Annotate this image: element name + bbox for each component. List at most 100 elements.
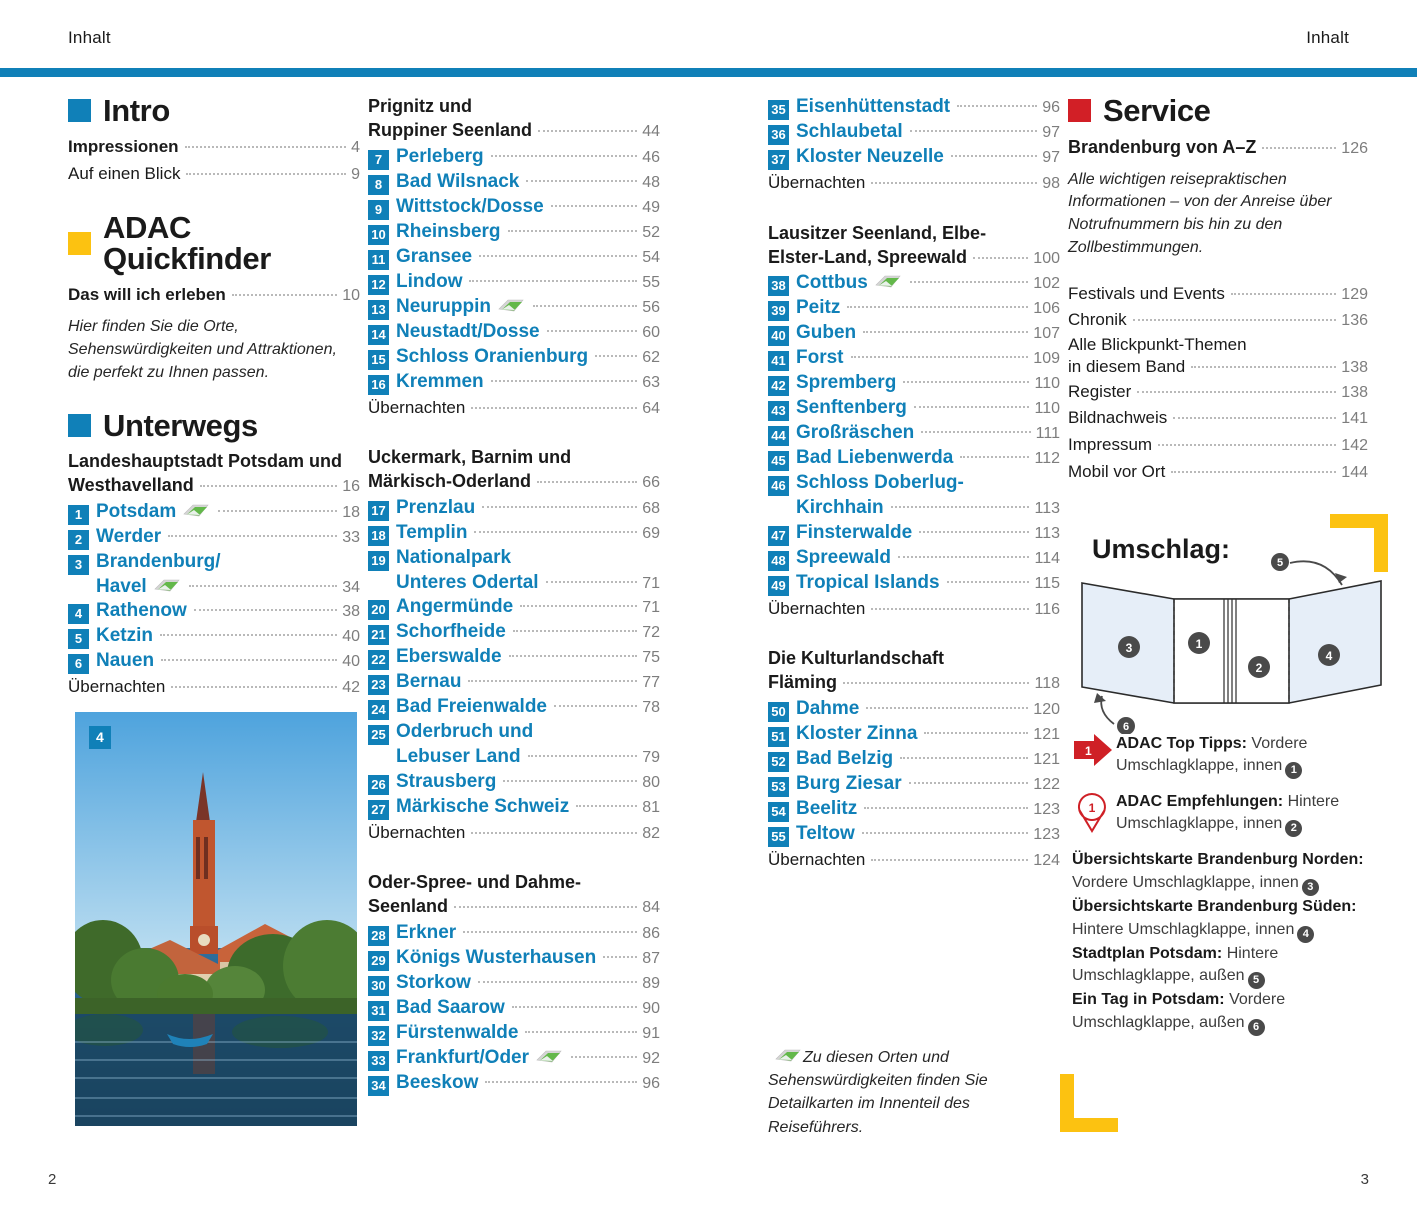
place-label: Havel: [96, 575, 147, 597]
toc-place[interactable]: 50 Dahme 120: [768, 697, 1060, 722]
region-heading-last[interactable]: Elster-Land, Spreewald 100: [768, 245, 1060, 271]
toc-place[interactable]: 26 Strausberg 80: [368, 770, 660, 795]
toc-place[interactable]: 32 Fürstenwalde 91: [368, 1021, 660, 1046]
toc-overnight[interactable]: Übernachten 42: [68, 675, 360, 700]
toc-place[interactable]: 43 Senftenberg 110: [768, 396, 1060, 422]
place-body: Spremberg 110: [796, 371, 1060, 396]
toc-place[interactable]: 21 Schorfheide 72: [368, 620, 660, 646]
toc-place[interactable]: 13 Neuruppin 56: [368, 295, 660, 320]
place-label: Unteres Odertal: [396, 571, 539, 593]
toc-place[interactable]: 30 Storkow 89: [368, 971, 660, 996]
toc-place[interactable]: 19 Nationalpark Unteres Odertal 71: [368, 546, 660, 595]
toc-place[interactable]: 38 Cottbus 102: [768, 271, 1060, 297]
place-number-badge: 27: [368, 799, 389, 820]
toc-row[interactable]: Bildnachweis 141: [1068, 406, 1368, 431]
toc-row[interactable]: Festivals und Events 129: [1068, 282, 1368, 307]
section-title: ADAC Quickfinder: [103, 210, 271, 277]
toc-row[interactable]: Alle Blickpunkt-Themen in diesem Band 138: [1068, 335, 1368, 380]
toc-place[interactable]: 11 Gransee 54: [368, 245, 660, 270]
toc-place[interactable]: 47 Finsterwalde 113: [768, 521, 1060, 546]
toc-place[interactable]: 20 Angermünde 71: [368, 595, 660, 621]
toc-place[interactable]: 54 Beelitz 123: [768, 797, 1060, 822]
toc-place[interactable]: 18 Templin 69: [368, 521, 660, 546]
toc-place[interactable]: 34 Beeskow 96: [368, 1071, 660, 1096]
section-heading-unterwegs: Unterwegs: [68, 410, 360, 441]
toc-place[interactable]: 2 Werder 33: [68, 525, 360, 550]
toc-overnight[interactable]: Übernachten 64: [368, 396, 660, 421]
toc-place[interactable]: 44 Großräschen 111: [768, 421, 1060, 447]
place-number-badge: 34: [368, 1075, 389, 1096]
toc-place[interactable]: 28 Erkner 86: [368, 921, 660, 946]
toc-row[interactable]: Impressionen 4: [68, 135, 360, 160]
toc-place[interactable]: 3 Brandenburg/Havel 34: [68, 550, 360, 599]
toc-place[interactable]: 52 Bad Belzig 121: [768, 747, 1060, 772]
toc-row[interactable]: Chronik 136: [1068, 308, 1368, 333]
toc-row[interactable]: Impressum 142: [1068, 433, 1368, 458]
region-heading-last[interactable]: Märkisch-Oderland 66: [368, 469, 660, 495]
toc-place[interactable]: 16 Kremmen 63: [368, 370, 660, 395]
toc-overnight[interactable]: Übernachten 82: [368, 821, 660, 846]
toc-place[interactable]: 31 Bad Saarow 90: [368, 996, 660, 1021]
toc-place[interactable]: 46 Schloss Doberlug- Kirchhain 113: [768, 471, 1060, 520]
toc-place[interactable]: 35 Eisenhüttenstadt 96: [768, 95, 1060, 120]
toc-row[interactable]: Mobil vor Ort 144: [1068, 460, 1368, 485]
toc-place[interactable]: 53 Burg Ziesar 122: [768, 772, 1060, 797]
bullet-badge: 2: [1285, 820, 1303, 838]
toc-row[interactable]: Das will ich erleben 10: [68, 283, 360, 308]
toc-overnight[interactable]: Übernachten 116: [768, 597, 1060, 622]
toc-row[interactable]: Register 138: [1068, 380, 1368, 405]
region-block: Prignitz und Ruppiner Seenland 44 7 Perleber…: [368, 95, 660, 420]
toc-place[interactable]: 42 Spremberg 110: [768, 371, 1060, 397]
toc-place[interactable]: 24 Bad Freienwalde 78: [368, 695, 660, 721]
toc-place[interactable]: 10 Rheinsberg 52: [368, 220, 660, 245]
region-heading-last[interactable]: Ruppiner Seenland 44: [368, 118, 660, 144]
leader-dots: [973, 256, 1029, 259]
toc-place[interactable]: 33 Frankfurt/Oder 92: [368, 1046, 660, 1071]
umschlag-map-entry: Stadtplan Potsdam: Hintere Umschlagklapp…: [1072, 943, 1388, 990]
toc-place[interactable]: 41 Forst 109: [768, 346, 1060, 372]
place-label: Schorfheide: [396, 621, 506, 643]
page-number: 10: [342, 287, 360, 305]
place-name-line: Finsterwalde 113: [796, 521, 1060, 546]
toc-row[interactable]: Brandenburg von A–Z 126: [1068, 135, 1368, 161]
toc-place[interactable]: 15 Schloss Oranienburg 62: [368, 345, 660, 370]
toc-row[interactable]: Auf einen Blick 9: [68, 162, 360, 187]
toc-place[interactable]: 55 Teltow 123: [768, 822, 1060, 847]
toc-place[interactable]: 4 Rathenow 38: [68, 599, 360, 625]
toc-overnight[interactable]: Übernachten 98: [768, 171, 1060, 196]
toc-place[interactable]: 9 Wittstock/Dosse 49: [368, 195, 660, 220]
toc-place[interactable]: 40 Guben 107: [768, 321, 1060, 347]
place-number-badge: 37: [768, 150, 789, 170]
toc-place[interactable]: 22 Eberswalde 75: [368, 645, 660, 671]
page-number: 55: [642, 273, 660, 291]
toc-place[interactable]: 39 Peitz 106: [768, 296, 1060, 322]
leader-dots: [1191, 366, 1337, 369]
toc-place[interactable]: 5 Ketzin 40: [68, 624, 360, 650]
leader-dots: [463, 930, 638, 933]
toc-overnight[interactable]: Übernachten 124: [768, 848, 1060, 873]
region-heading-last[interactable]: Seenland 84: [368, 894, 660, 920]
toc-place[interactable]: 17 Prenzlau 68: [368, 496, 660, 521]
toc-place[interactable]: 49 Tropical Islands 115: [768, 571, 1060, 596]
toc-place[interactable]: 27 Märkische Schweiz 81: [368, 795, 660, 820]
region-heading-last[interactable]: Westhavelland 16: [68, 473, 360, 499]
page-number: 71: [642, 599, 660, 617]
toc-place[interactable]: 45 Bad Liebenwerda 112: [768, 446, 1060, 472]
toc-place[interactable]: 12 Lindow 55: [368, 270, 660, 295]
toc-place[interactable]: 8 Bad Wilsnack 48: [368, 170, 660, 195]
toc-place[interactable]: 25 Oderbruch und Lebuser Land 79: [368, 720, 660, 769]
toc-place[interactable]: 36 Schlaubetal 97: [768, 120, 1060, 145]
page-number: 115: [1034, 574, 1060, 592]
folio-left: 2: [48, 1171, 57, 1188]
toc-place[interactable]: 1 Potsdam 18: [68, 500, 360, 525]
toc-place[interactable]: 37 Kloster Neuzelle 97: [768, 145, 1060, 170]
toc-place[interactable]: 7 Perleberg 46: [368, 145, 660, 170]
toc-place[interactable]: 6 Nauen 40: [68, 649, 360, 675]
toc-place[interactable]: 48 Spreewald 114: [768, 546, 1060, 571]
toc-place[interactable]: 29 Königs Wusterhausen 87: [368, 946, 660, 971]
toc-place[interactable]: 23 Bernau 77: [368, 670, 660, 696]
region-heading-last[interactable]: Fläming 118: [768, 670, 1060, 696]
page-number: 46: [642, 148, 660, 166]
toc-place[interactable]: 14 Neustadt/Dosse 60: [368, 320, 660, 345]
toc-place[interactable]: 51 Kloster Zinna 121: [768, 722, 1060, 747]
